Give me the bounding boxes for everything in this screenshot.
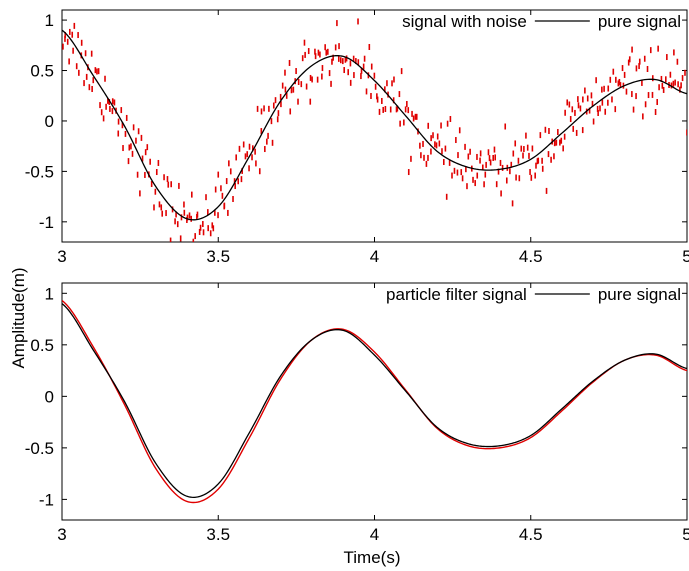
legend: pure signal particle filter signal bbox=[386, 285, 681, 304]
y-tick-label: -0.5 bbox=[25, 162, 54, 181]
particle-filter-line bbox=[62, 299, 687, 504]
y-tick-label: -1 bbox=[39, 490, 54, 509]
x-tick-label: 3 bbox=[57, 525, 66, 544]
x-tick-label: 3.5 bbox=[206, 247, 230, 266]
y-tick-label: 1 bbox=[45, 11, 54, 30]
y-tick-label: 0.5 bbox=[30, 336, 54, 355]
pure-signal-line bbox=[62, 29, 687, 221]
top-panel: 3 3.5 4 4.5 5 1 0.5 0 -0.5 -1 pure signal signal wi… bbox=[25, 9, 689, 266]
legend-label: particle filter signal bbox=[386, 285, 527, 304]
y-tick-label: -1 bbox=[39, 213, 54, 232]
legend-label: pure signal bbox=[598, 285, 681, 304]
x-tick-label: 3.5 bbox=[206, 525, 230, 544]
x-tick-label: 4.5 bbox=[519, 525, 543, 544]
legend: pure signal signal with noise bbox=[402, 12, 681, 31]
y-tick-label: 1 bbox=[45, 284, 54, 303]
bottom-panel: 3 3.5 4 4.5 5 1 0.5 0 -0.5 -1 pure signal particle … bbox=[25, 282, 689, 544]
x-tick-label: 4 bbox=[370, 247, 379, 266]
y-axis-label: Amplitude(m) bbox=[9, 267, 28, 368]
x-axis-label: Time(s) bbox=[344, 548, 401, 567]
x-tick-label: 5 bbox=[682, 525, 689, 544]
plot-area bbox=[62, 299, 687, 504]
y-tick-label: 0.5 bbox=[30, 62, 54, 81]
plot-frame bbox=[61, 9, 688, 243]
legend-label: signal with noise bbox=[402, 12, 527, 31]
legend-label: pure signal bbox=[598, 12, 681, 31]
plot-area bbox=[62, 18, 687, 242]
x-tick-label: 5 bbox=[682, 247, 689, 266]
x-tick-label: 4 bbox=[370, 525, 379, 544]
y-tick-label: 0 bbox=[45, 387, 54, 406]
plot-frame bbox=[61, 282, 688, 521]
pure-signal-line bbox=[62, 303, 687, 499]
x-tick-label: 3 bbox=[57, 247, 66, 266]
x-tick-label: 4.5 bbox=[519, 247, 543, 266]
y-tick-label: -0.5 bbox=[25, 439, 54, 458]
y-tick-label: 0 bbox=[45, 112, 54, 131]
